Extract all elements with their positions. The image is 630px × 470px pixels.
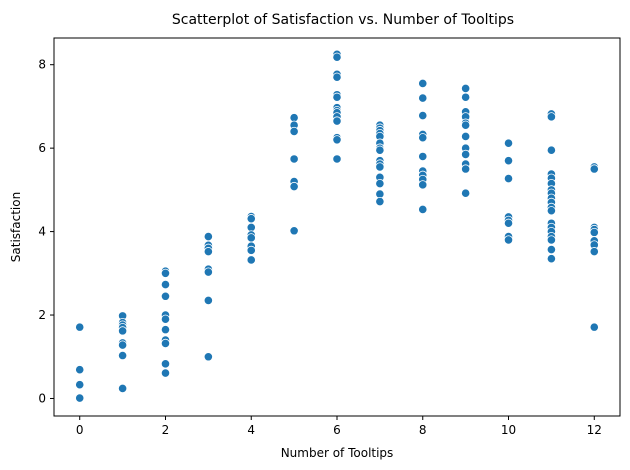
x-tick-label: 10 (501, 423, 516, 437)
x-tick-label: 6 (333, 423, 341, 437)
data-point (118, 383, 128, 394)
data-point (546, 244, 556, 255)
x-axis-title: Number of Tooltips (281, 446, 394, 460)
data-point (418, 133, 428, 143)
data-point (546, 235, 556, 245)
data-point (203, 295, 213, 306)
data-point (418, 78, 428, 89)
data-point (332, 116, 342, 126)
y-tick-label: 4 (38, 225, 46, 239)
data-point (75, 322, 85, 332)
data-point (461, 131, 471, 142)
data-point (160, 268, 171, 278)
data-point (118, 326, 128, 336)
data-point (203, 247, 213, 257)
data-points (75, 49, 599, 403)
y-tick-label: 2 (38, 308, 46, 322)
data-point (246, 245, 256, 255)
data-point (332, 92, 342, 102)
data-point (461, 83, 471, 94)
data-point (546, 206, 556, 216)
data-point (160, 314, 171, 324)
data-point (375, 162, 385, 172)
data-point (246, 233, 256, 243)
data-point (332, 72, 342, 82)
data-point (461, 164, 471, 174)
data-point (375, 196, 385, 207)
data-point (160, 338, 171, 349)
x-axis: 0 2 4 6 8 10 12 (76, 416, 602, 437)
data-point (546, 254, 556, 264)
data-point (160, 359, 171, 369)
data-point (160, 291, 171, 301)
data-point (203, 267, 213, 277)
data-point (332, 52, 342, 62)
data-point (589, 247, 599, 257)
data-point (246, 214, 256, 224)
data-point (418, 111, 428, 121)
data-point (160, 325, 171, 335)
data-point (332, 135, 342, 145)
data-point (503, 235, 514, 245)
data-point (503, 174, 514, 184)
data-point (203, 231, 213, 242)
y-axis-title: Satisfaction (9, 192, 23, 262)
data-point (461, 120, 471, 130)
data-point (375, 179, 385, 189)
data-point (503, 156, 514, 166)
data-point (75, 365, 85, 375)
data-point (461, 188, 471, 198)
y-tick-label: 6 (38, 141, 46, 155)
plot-frame (53, 37, 621, 417)
data-point (289, 226, 299, 236)
data-point (503, 138, 514, 148)
data-point (589, 227, 599, 238)
data-point (418, 204, 428, 215)
data-point (418, 93, 428, 103)
data-point (589, 322, 599, 332)
data-point (503, 218, 514, 228)
x-tick-label: 0 (76, 423, 84, 437)
data-point (289, 154, 299, 164)
data-point (118, 340, 128, 350)
data-point (289, 126, 299, 137)
chart-title: Scatterplot of Satisfaction vs. Number o… (172, 12, 514, 28)
data-point (246, 255, 256, 265)
x-tick-label: 2 (162, 423, 170, 437)
data-point (75, 393, 85, 403)
y-axis: 0 2 4 6 8 (38, 58, 54, 405)
x-tick-label: 4 (247, 423, 255, 437)
data-point (546, 112, 556, 122)
data-point (75, 380, 85, 390)
data-point (461, 149, 471, 160)
x-tick-label: 12 (587, 423, 602, 437)
data-point (375, 145, 385, 155)
data-point (332, 154, 342, 164)
data-point (589, 164, 599, 174)
x-tick-label: 8 (419, 423, 427, 437)
data-point (461, 92, 471, 102)
data-point (118, 350, 128, 361)
data-point (418, 180, 428, 190)
y-tick-label: 0 (38, 391, 46, 405)
data-point (546, 145, 556, 155)
y-tick-label: 8 (38, 58, 46, 72)
data-point (418, 151, 428, 162)
data-point (160, 368, 171, 378)
data-point (203, 352, 213, 362)
data-point (160, 279, 171, 290)
data-point (289, 181, 299, 192)
